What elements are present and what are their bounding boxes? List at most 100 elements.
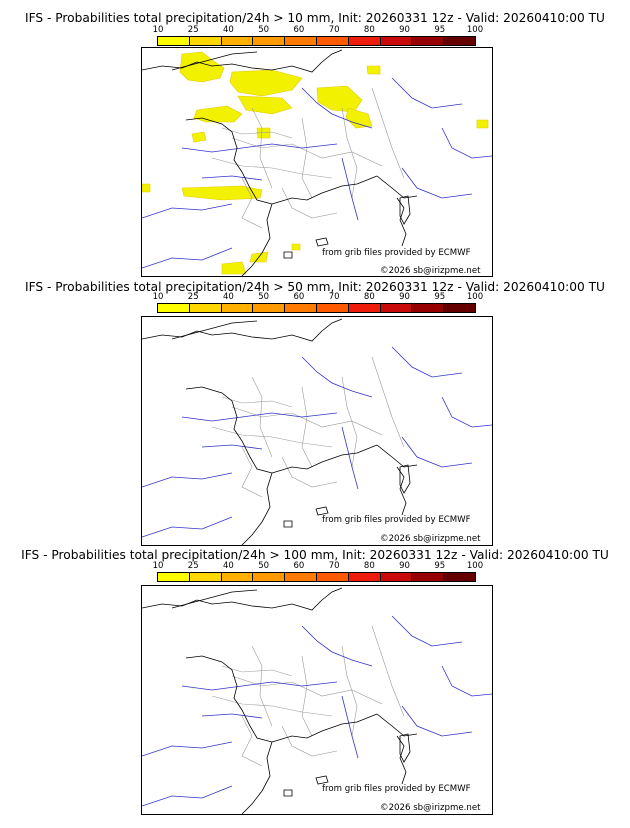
map-canvas [142,318,492,545]
panel-title: IFS - Probabilities total precipitation/… [21,548,609,562]
precip-area [291,243,301,251]
colorbar-swatch [253,37,286,45]
colorbar-swatch [221,37,254,45]
panel-title: IFS - Probabilities total precipitation/… [25,280,605,294]
colorbar-tick-label: 70 [328,25,340,35]
admin-border [341,376,358,468]
coastline [271,444,378,474]
colorbar-labels: 10 25 40 50 60 70 80 90 95 100 [153,292,484,304]
colorbar-tick-label: 95 [434,25,446,35]
colorbar-tick-label: 95 [434,292,446,302]
island-coast [315,506,329,516]
colorbar-tick-label: 90 [399,25,410,35]
island-coast [399,464,411,494]
colorbar-tick-label: 100 [466,25,484,35]
colorbar-swatch [412,304,445,312]
admin-border [221,396,293,408]
coastline [185,386,273,474]
colorbar-tick-label: 50 [258,292,270,302]
admin-border [211,157,333,179]
coastline [171,320,258,340]
colorbar-swatch [189,304,222,312]
colorbar-swatch [316,37,349,45]
colorbar-swatch [285,304,317,312]
colorbar-swatch [285,37,317,45]
coastline [376,444,418,468]
island-coast [315,775,329,785]
precip-area [256,127,271,139]
colorbar-swatch [412,573,445,581]
colorbar-swatch [444,37,475,45]
admin-border [341,107,358,199]
colorbar-tick-label: 100 [466,561,484,571]
river [401,705,473,737]
colorbar-labels: 10 25 40 50 60 70 80 90 95 100 [153,561,484,573]
island-coast [399,733,411,763]
colorbar-swatch [221,573,254,581]
river [142,785,233,807]
admin-border [341,645,358,737]
admin-border [251,376,273,458]
admin-border [301,655,313,737]
coastline [396,466,407,516]
precip-map: from grib files provided by ECMWF ©2026 … [141,316,493,546]
river [301,625,373,667]
colorbar-tick-label: 40 [223,292,234,302]
river [441,665,492,697]
coastline [241,741,273,814]
colorbar-swatch [348,304,381,312]
colorbar-tick-label: 25 [187,25,199,35]
admin-border [231,675,383,705]
river [181,681,338,691]
precip-area [221,261,247,275]
provider-credit: from grib files provided by ECMWF [322,515,471,525]
coastline [376,175,418,199]
colorbar-tick-label: 40 [223,25,234,35]
river [441,396,492,428]
colorbar-swatch [444,304,475,312]
river [341,695,359,759]
river [341,426,359,490]
precip-area [476,119,489,129]
admin-border [371,625,405,717]
colorbar-tick-label: 100 [466,292,484,302]
colorbar-swatch [380,304,413,312]
river [341,157,359,221]
colorbar-tick-label: 60 [293,25,305,35]
coastline [241,472,273,545]
panel-title: IFS - Probabilities total precipitation/… [25,11,605,25]
colorbar-swatch [380,37,413,45]
precip-area [193,105,243,123]
river [301,356,373,398]
colorbar-tick-label: 70 [328,292,340,302]
island-coast [399,195,411,225]
admin-border [231,137,383,167]
coastline [271,175,378,205]
colorbar-tick-label: 80 [363,25,375,35]
coastline [171,51,258,71]
precip-map: from grib files provided by ECMWF ©2026 … [141,47,493,277]
colorbar-swatch [189,37,222,45]
colorbar-swatch [158,304,190,312]
colorbar-swatch [158,573,190,581]
coastline [171,589,258,609]
river [201,175,263,181]
river [391,77,463,109]
colorbar [157,303,476,313]
colorbar-labels: 10 25 40 50 60 70 80 90 95 100 [153,25,484,37]
river [142,741,233,757]
colorbar-tick-label: 40 [223,561,234,571]
admin-border [281,456,338,488]
river [142,203,233,219]
river [142,247,233,269]
river [391,615,463,647]
colorbar-tick-label: 50 [258,25,270,35]
island-coast [283,789,293,797]
copyright-credit: ©2026 sb@irizpme.net [380,803,481,813]
colorbar-tick-label: 25 [187,292,199,302]
precip-area [229,69,303,97]
river [301,87,373,129]
admin-border [241,715,263,767]
colorbar-swatch [316,304,349,312]
colorbar-swatch [285,573,317,581]
